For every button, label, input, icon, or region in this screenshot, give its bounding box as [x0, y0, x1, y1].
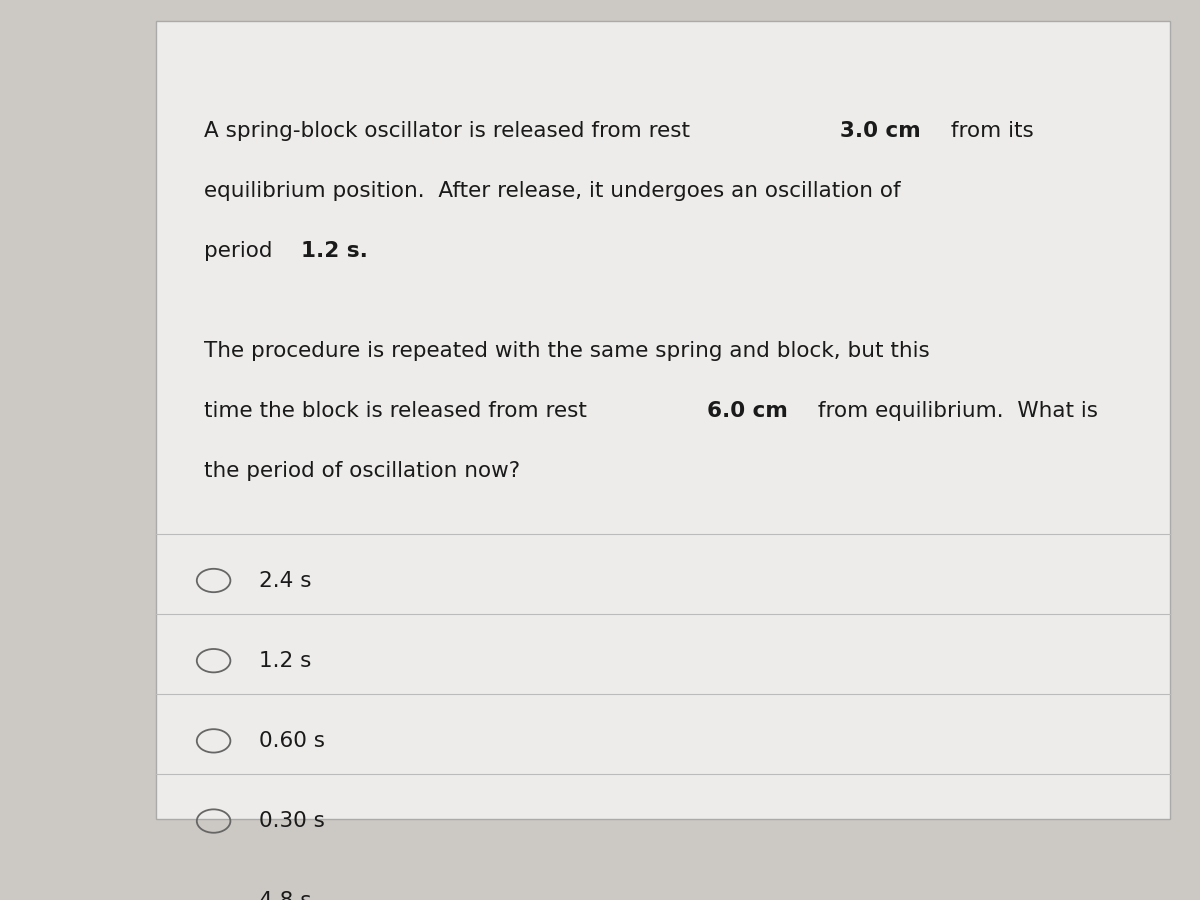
Text: 2.4 s: 2.4 s: [259, 571, 312, 590]
Text: from equilibrium.  What is: from equilibrium. What is: [811, 400, 1098, 421]
Text: time the block is released from rest: time the block is released from rest: [204, 400, 594, 421]
Text: 4.8 s: 4.8 s: [259, 891, 312, 900]
Text: 1.2 s: 1.2 s: [259, 651, 312, 670]
Text: period: period: [204, 241, 280, 261]
Text: from its: from its: [944, 122, 1034, 141]
FancyBboxPatch shape: [156, 21, 1170, 818]
Text: A spring-block oscillator is released from rest: A spring-block oscillator is released fr…: [204, 122, 697, 141]
Text: 0.30 s: 0.30 s: [259, 811, 325, 831]
Text: 6.0 cm: 6.0 cm: [707, 400, 787, 421]
Text: 0.60 s: 0.60 s: [259, 731, 325, 751]
Text: 1.2 s.: 1.2 s.: [301, 241, 368, 261]
Text: 3.0 cm: 3.0 cm: [840, 122, 920, 141]
Text: the period of oscillation now?: the period of oscillation now?: [204, 461, 520, 481]
Text: equilibrium position.  After release, it undergoes an oscillation of: equilibrium position. After release, it …: [204, 181, 901, 202]
Text: The procedure is repeated with the same spring and block, but this: The procedure is repeated with the same …: [204, 340, 930, 361]
